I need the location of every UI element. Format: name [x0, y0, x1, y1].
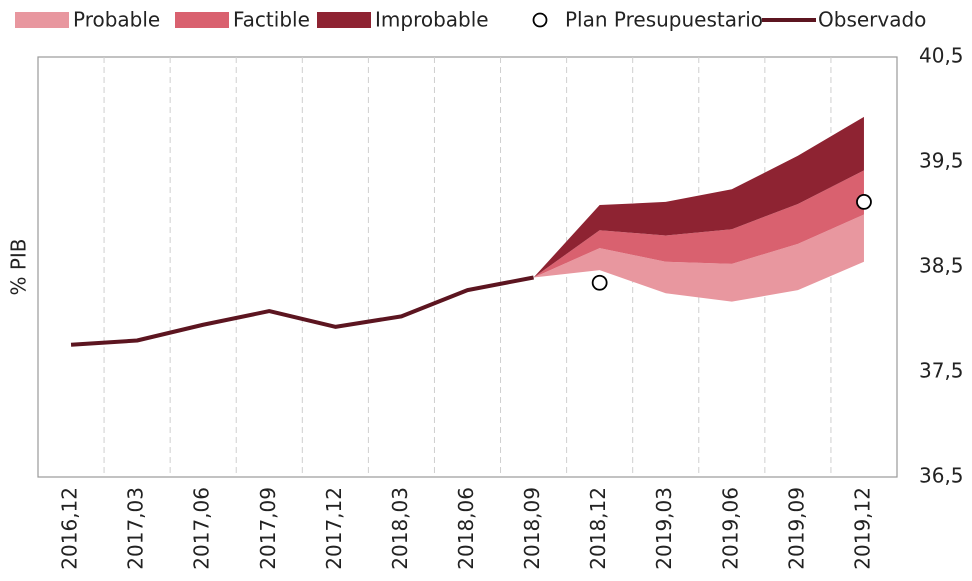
- x-tick-label: 2019,09: [784, 487, 808, 570]
- fan-band: [533, 214, 864, 302]
- y-tick-label: 40,5: [919, 44, 964, 68]
- x-tick-label: 2017,12: [322, 487, 346, 570]
- x-tick-label: 2017,09: [256, 487, 280, 570]
- legend-label: Factible: [233, 8, 310, 32]
- x-tick-label: 2017,06: [190, 487, 214, 570]
- x-tick-label: 2018,06: [454, 487, 478, 570]
- legend-label: Probable: [73, 8, 160, 32]
- legend-marker: [532, 12, 548, 28]
- observed-line: [70, 275, 534, 347]
- x-tick-label: 2017,03: [124, 487, 148, 570]
- y-tick-label: 37,5: [919, 359, 964, 383]
- legend-label: Observado: [818, 8, 926, 32]
- legend-swatch: [15, 12, 69, 28]
- x-tick-label: 2018,12: [586, 487, 610, 570]
- x-tick-label: 2019,06: [718, 487, 742, 570]
- x-tick-label: 2018,09: [520, 487, 544, 570]
- legend-label: Improbable: [375, 8, 489, 32]
- fan-band: [533, 170, 864, 278]
- x-tick-label: 2018,03: [388, 487, 412, 570]
- plan-point: [856, 193, 872, 210]
- y-axis-title: % PIB: [7, 238, 31, 295]
- fan-band: [533, 116, 864, 278]
- x-tick-label: 2016,12: [58, 487, 82, 570]
- y-tick-label: 36,5: [919, 464, 964, 488]
- legend-swatch: [317, 12, 371, 28]
- legend-label: Plan Presupuestario: [565, 8, 763, 32]
- plot-frame: [37, 56, 898, 478]
- legend-swatch: [175, 12, 229, 28]
- x-tick-label: 2019,03: [652, 487, 676, 570]
- marks: [70, 116, 872, 347]
- x-tick-label: 2019,12: [850, 487, 874, 570]
- y-tick-label: 38,5: [919, 254, 964, 278]
- y-tick-label: 39,5: [919, 149, 964, 173]
- plan-point: [591, 274, 608, 291]
